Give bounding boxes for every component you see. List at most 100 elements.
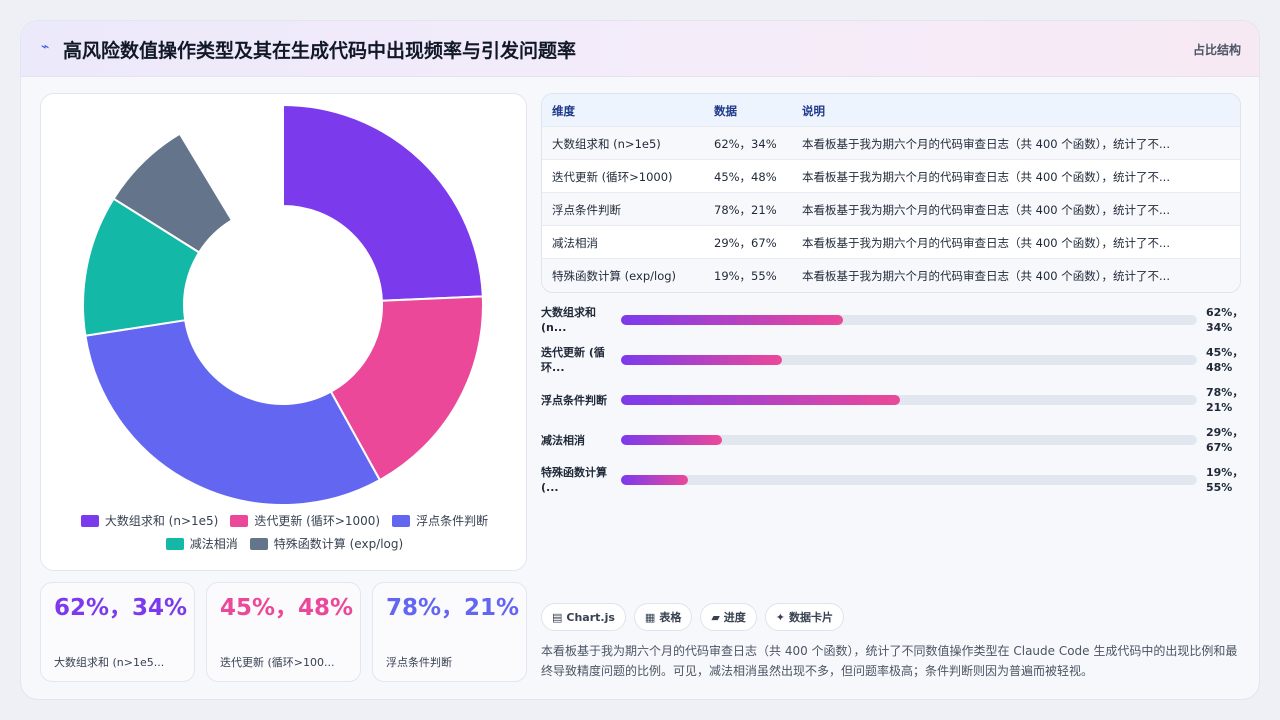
donut-chart-panel: 大数组求和 (n>1e5) 迭代更新 (循环>1000) 浮点条件判断减法相消 特殊函… bbox=[40, 93, 527, 571]
progress-icon: ▰ bbox=[711, 610, 720, 624]
donut-slice[interactable] bbox=[84, 319, 382, 506]
legend-item[interactable]: 浮点条件判断 bbox=[392, 512, 488, 529]
progress-value: 78%，21% bbox=[1206, 386, 1244, 414]
table-row: 浮点条件判断 78%，21% 本看板基于我为期六个月的代码审查日志（共 400 … bbox=[542, 193, 1240, 226]
chip-label: 表格 bbox=[659, 611, 682, 624]
progress-row: 浮点条件判断 78%，21% bbox=[541, 383, 1244, 419]
table-cell: 本看板基于我为期六个月的代码审查日志（共 400 个函数），统计了不... bbox=[802, 170, 1170, 184]
progress-label: 大数组求和 (n... bbox=[541, 306, 596, 334]
chip-progress[interactable]: ▰ 进度 bbox=[700, 603, 757, 631]
progress-fill bbox=[621, 355, 783, 365]
progress-value: 29%，67% bbox=[1206, 426, 1244, 454]
kpi-label: 浮点条件判断 bbox=[386, 656, 452, 669]
progress-track bbox=[621, 435, 1197, 445]
progress-fill bbox=[621, 315, 843, 325]
kpi-cards: 62%，34% 大数组求和 (n>1e5... 45%，48% 迭代更新 (循环… bbox=[40, 582, 527, 682]
chart-icon: ▤ bbox=[552, 610, 563, 624]
table-header-cell: 说明 bbox=[802, 104, 825, 118]
legend-item[interactable]: 特殊函数计算 (exp/log) bbox=[249, 535, 404, 552]
table-row: 减法相消 29%，67% 本看板基于我为期六个月的代码审查日志（共 400 个函… bbox=[542, 226, 1240, 259]
table-cell: 本看板基于我为期六个月的代码审查日志（共 400 个函数），统计了不... bbox=[802, 137, 1170, 151]
chip-label: 数据卡片 bbox=[789, 611, 834, 624]
header: ⌁ 高风险数值操作类型及其在生成代码中出现频率与引发问题率 占比结构 bbox=[21, 21, 1259, 77]
donut-slice[interactable] bbox=[282, 103, 484, 302]
kpi-card: 62%，34% 大数组求和 (n>1e5... bbox=[40, 582, 195, 682]
legend-item[interactable]: 迭代更新 (循环>1000) bbox=[230, 512, 380, 529]
progress-track bbox=[621, 355, 1197, 365]
table-cell: 大数组求和 (n>1e5) bbox=[552, 137, 661, 151]
progress-row: 迭代更新 (循环... 45%，48% bbox=[541, 343, 1244, 379]
kpi-value: 62%，34% bbox=[54, 595, 188, 621]
progress-row: 大数组求和 (n... 62%，34% bbox=[541, 303, 1244, 339]
chip-label: 进度 bbox=[723, 611, 746, 624]
legend-label: 大数组求和 (n>1e5) bbox=[104, 514, 219, 528]
page-title: 高风险数值操作类型及其在生成代码中出现频率与引发问题率 bbox=[63, 40, 577, 62]
progress-value: 45%，48% bbox=[1206, 346, 1244, 374]
progress-fill bbox=[621, 395, 901, 405]
progress-track bbox=[621, 475, 1197, 485]
progress-value: 62%，34% bbox=[1206, 306, 1244, 334]
table-cell: 45%，48% bbox=[714, 170, 777, 184]
table-row: 迭代更新 (循环>1000) 45%，48% 本看板基于我为期六个月的代码审查日… bbox=[542, 160, 1240, 193]
kpi-label: 大数组求和 (n>1e5... bbox=[54, 656, 165, 669]
donut-chart bbox=[82, 103, 484, 506]
donut-slice[interactable] bbox=[329, 295, 484, 482]
table-icon: ▦ bbox=[644, 610, 656, 624]
legend-swatch bbox=[165, 537, 184, 550]
table-header-cell: 数据 bbox=[714, 104, 737, 118]
table-header-cell: 维度 bbox=[552, 104, 575, 118]
donut-slice[interactable] bbox=[112, 132, 234, 254]
table-cell: 19%，55% bbox=[714, 269, 777, 283]
table-row: 特殊函数计算 (exp/log) 19%，55% 本看板基于我为期六个月的代码审… bbox=[542, 259, 1240, 292]
table-cell: 迭代更新 (循环>1000) bbox=[552, 170, 673, 184]
table-cell: 本看板基于我为期六个月的代码审查日志（共 400 个函数），统计了不... bbox=[802, 203, 1170, 217]
table-cell: 本看板基于我为期六个月的代码审查日志（共 400 个函数），统计了不... bbox=[802, 269, 1170, 283]
dashboard-card: ⌁ 高风险数值操作类型及其在生成代码中出现频率与引发问题率 占比结构 大数组求和… bbox=[20, 20, 1260, 700]
table-cell: 29%，67% bbox=[714, 236, 777, 250]
chip-chartjs[interactable]: ▤ Chart.js bbox=[541, 603, 626, 631]
description-text: 本看板基于我为期六个月的代码审查日志（共 400 个函数），统计了不同数值操作类… bbox=[541, 644, 1238, 678]
table-cell: 特殊函数计算 (exp/log) bbox=[552, 269, 677, 283]
header-tag: 占比结构 bbox=[1192, 43, 1241, 57]
kpi-label: 迭代更新 (循环>100... bbox=[220, 656, 335, 669]
progress-track bbox=[621, 395, 1197, 405]
chip-table[interactable]: ▦ 表格 bbox=[633, 603, 693, 631]
table-cell: 浮点条件判断 bbox=[552, 203, 621, 217]
progress-label: 减法相消 bbox=[541, 434, 585, 447]
data-table: 维度 数据 说明 大数组求和 (n>1e5) 62%，34% 本看板基于我为期六… bbox=[541, 93, 1241, 293]
chart-legend: 大数组求和 (n>1e5) 迭代更新 (循环>1000) 浮点条件判断减法相消 特殊函… bbox=[61, 512, 508, 552]
table-row: 大数组求和 (n>1e5) 62%，34% 本看板基于我为期六个月的代码审查日志… bbox=[542, 127, 1240, 160]
progress-list: 大数组求和 (n... 62%，34% 迭代更新 (循环... 45%，48% … bbox=[541, 303, 1244, 503]
legend-swatch bbox=[80, 514, 99, 527]
table-cell: 78%，21% bbox=[714, 203, 777, 217]
legend-label: 特殊函数计算 (exp/log) bbox=[273, 537, 404, 551]
progress-fill bbox=[621, 475, 689, 485]
sparkle-icon: ✦ bbox=[775, 610, 786, 624]
table-header-row: 维度 数据 说明 bbox=[542, 94, 1240, 127]
logo-icon: ⌁ bbox=[41, 39, 50, 55]
legend-item[interactable]: 减法相消 bbox=[165, 535, 238, 552]
legend-swatch bbox=[392, 514, 411, 527]
progress-label: 特殊函数计算 (... bbox=[541, 466, 607, 494]
progress-label: 迭代更新 (循环... bbox=[541, 346, 605, 374]
progress-row: 特殊函数计算 (... 19%，55% bbox=[541, 463, 1243, 499]
kpi-card: 45%，48% 迭代更新 (循环>100... bbox=[206, 582, 361, 682]
legend-swatch bbox=[249, 537, 268, 550]
progress-track bbox=[621, 315, 1197, 325]
legend-item[interactable]: 大数组求和 (n>1e5) bbox=[80, 512, 219, 529]
legend-label: 减法相消 bbox=[189, 537, 238, 551]
view-chips: ▤ Chart.js ▦ 表格 ▰ 进度 ✦ 数据卡片 bbox=[541, 603, 845, 631]
chip-label: Chart.js bbox=[566, 610, 615, 624]
table-cell: 减法相消 bbox=[552, 236, 598, 250]
table-cell: 62%，34% bbox=[714, 137, 777, 151]
legend-swatch bbox=[230, 514, 249, 527]
kpi-value: 45%，48% bbox=[220, 595, 354, 621]
kpi-card: 78%，21% 浮点条件判断 bbox=[372, 582, 527, 682]
table-cell: 本看板基于我为期六个月的代码审查日志（共 400 个函数），统计了不... bbox=[802, 236, 1170, 250]
progress-row: 减法相消 29%，67% bbox=[541, 423, 1244, 459]
chip-data-cards[interactable]: ✦ 数据卡片 bbox=[764, 603, 845, 631]
progress-label: 浮点条件判断 bbox=[541, 394, 607, 407]
progress-fill bbox=[621, 435, 722, 445]
legend-label: 迭代更新 (循环>1000) bbox=[254, 514, 381, 528]
kpi-value: 78%，21% bbox=[386, 595, 520, 621]
